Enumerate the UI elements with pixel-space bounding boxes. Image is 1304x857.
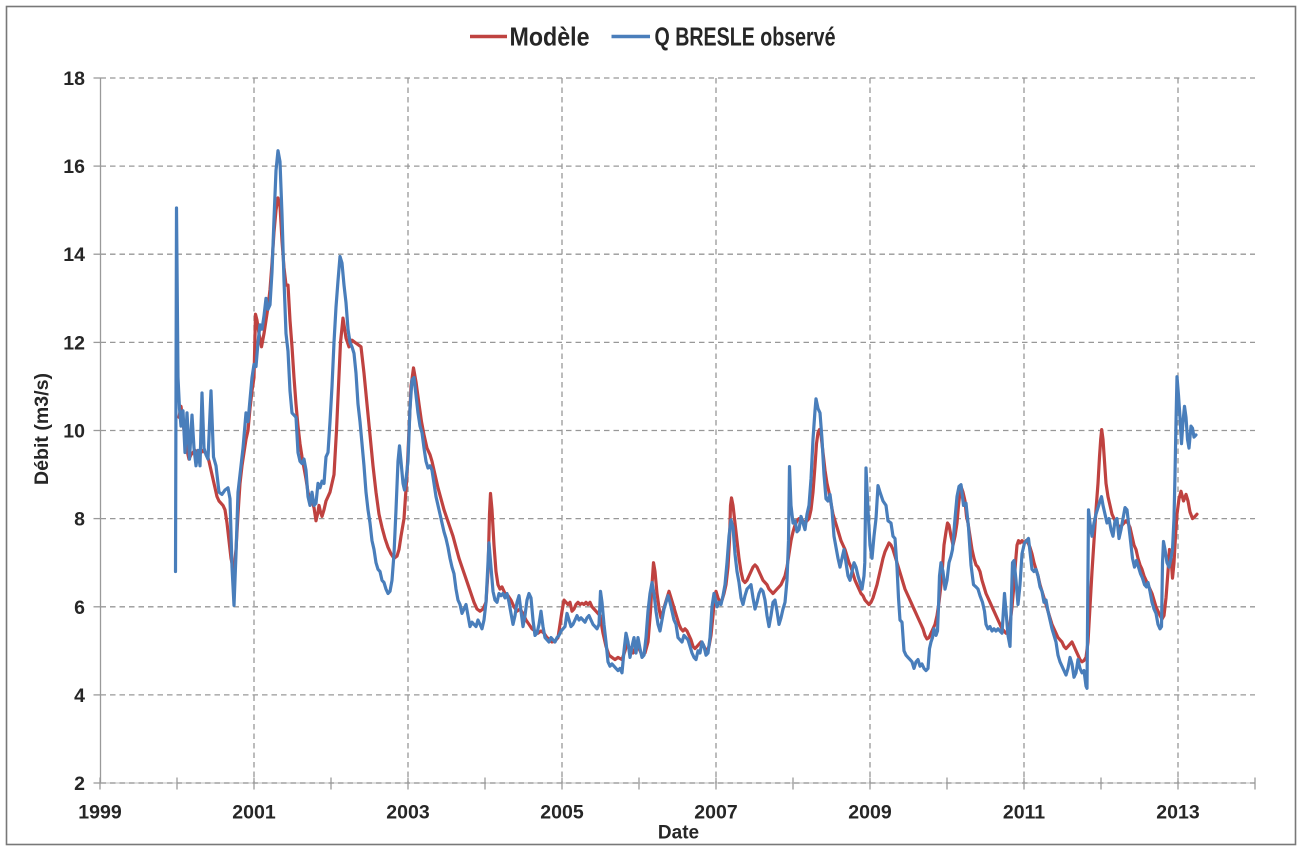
svg-text:6: 6 bbox=[74, 597, 85, 619]
svg-text:16: 16 bbox=[63, 156, 85, 178]
svg-text:Modèle: Modèle bbox=[510, 22, 590, 52]
svg-text:14: 14 bbox=[63, 244, 85, 266]
svg-text:2003: 2003 bbox=[386, 802, 430, 824]
svg-text:10: 10 bbox=[63, 421, 85, 443]
svg-text:Q BRESLE observé: Q BRESLE observé bbox=[655, 22, 836, 52]
svg-text:2007: 2007 bbox=[694, 802, 737, 824]
svg-text:2011: 2011 bbox=[1003, 802, 1045, 824]
svg-text:8: 8 bbox=[74, 509, 85, 531]
svg-text:1999: 1999 bbox=[78, 802, 122, 824]
svg-text:2: 2 bbox=[74, 773, 85, 795]
svg-text:2009: 2009 bbox=[848, 802, 892, 824]
svg-text:2005: 2005 bbox=[540, 802, 584, 824]
svg-text:Date: Date bbox=[658, 823, 699, 844]
svg-text:2013: 2013 bbox=[1156, 802, 1200, 824]
svg-text:2001: 2001 bbox=[232, 802, 276, 824]
svg-text:18: 18 bbox=[63, 68, 85, 90]
svg-text:4: 4 bbox=[74, 685, 85, 707]
svg-text:Débit (m3/s): Débit (m3/s) bbox=[32, 373, 53, 485]
svg-text:12: 12 bbox=[63, 332, 85, 354]
